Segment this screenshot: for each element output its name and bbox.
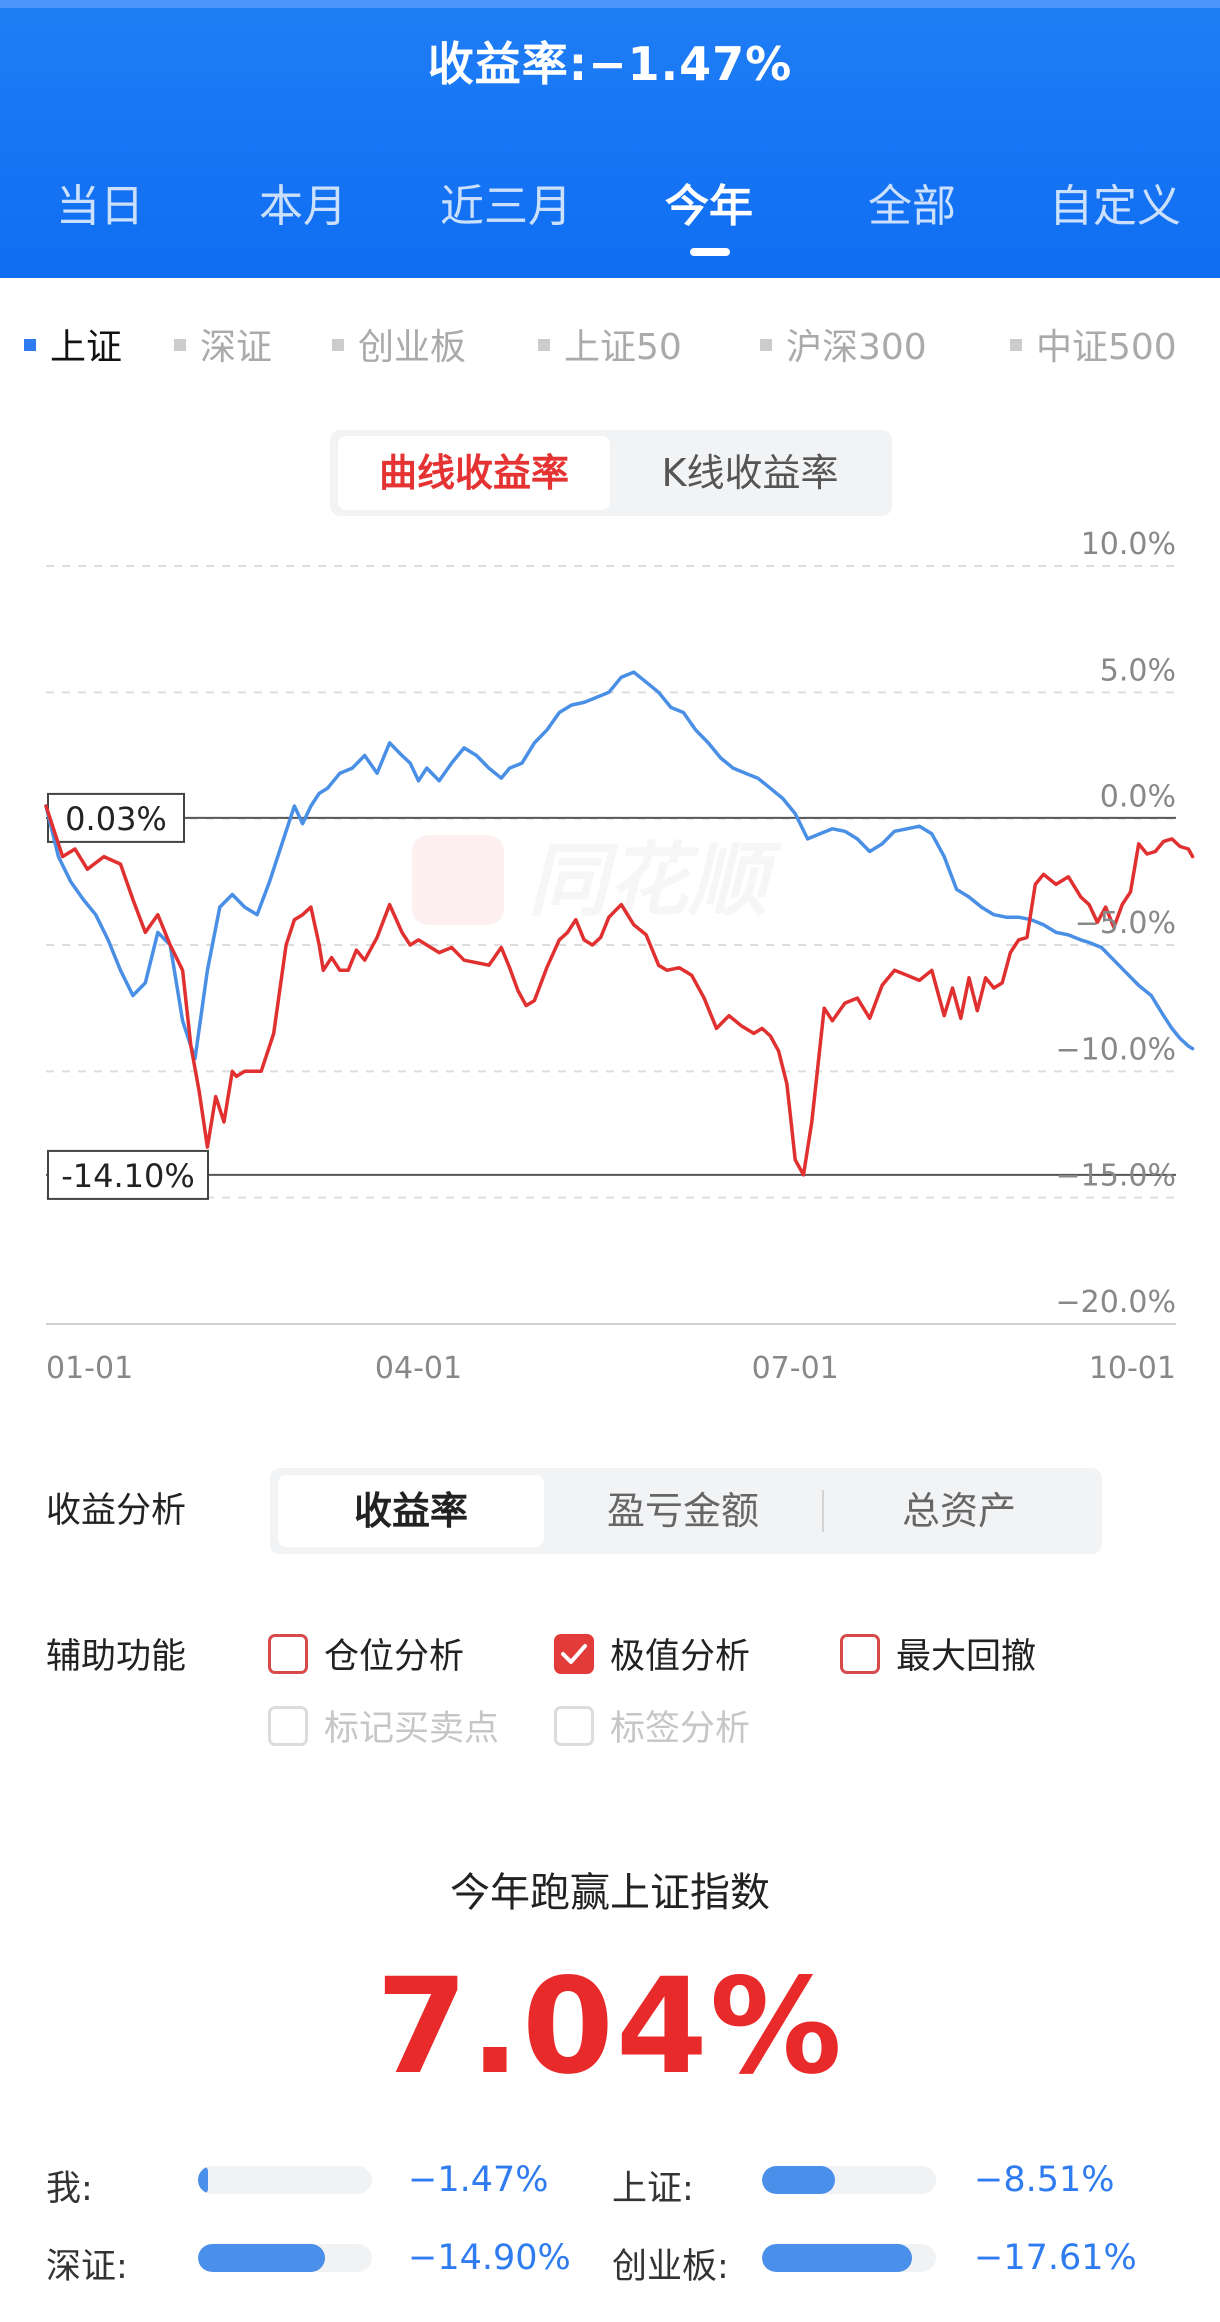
stat-bar-fill (198, 2244, 326, 2272)
tag-analysis-checkbox: 标签分析 (554, 1700, 750, 1751)
index-sse50[interactable]: 上证50 (538, 318, 682, 370)
watermark-logo-icon (412, 835, 504, 925)
outperform-value: 7.04% (376, 1950, 844, 2104)
index-label: 创业板 (358, 327, 467, 368)
series-line-index (44, 670, 1195, 1061)
checkbox-label: 标记买卖点 (324, 1709, 500, 1749)
x-tick-label: 01-01 (46, 1351, 133, 1386)
y-tick-label: −20.0% (1056, 1285, 1176, 1320)
stat-value-shenzhen: −14.90% (408, 2238, 571, 2278)
checkbox-label: 标签分析 (610, 1709, 751, 1749)
stat-label-me: 我: (46, 2169, 93, 2209)
stat-bar-shenzhen (198, 2244, 372, 2272)
outperform-title: 今年跑赢上证指数 (450, 1870, 770, 1916)
extreme-analysis-checkbox[interactable]: 极值分析 (554, 1628, 750, 1679)
checkbox-icon (554, 1706, 594, 1746)
x-tick-label: 04-01 (375, 1351, 462, 1386)
index-label: 深证 (200, 327, 273, 368)
extreme-marker-label: 0.03% (65, 800, 167, 838)
index-label: 上证50 (564, 327, 682, 368)
stat-value-shanghai: −8.51% (974, 2160, 1115, 2200)
legend-square-icon (1010, 339, 1022, 351)
tab-today[interactable]: 当日 (56, 181, 144, 232)
index-selector: 上证 深证 创业板 上证50 沪深300 中证500 (0, 318, 1220, 374)
index-label: 沪深300 (786, 327, 927, 368)
stat-label-chinext: 创业板: (612, 2247, 729, 2287)
curve-return-button[interactable]: 曲线收益率 (338, 436, 610, 510)
tab-all[interactable]: 全部 (868, 181, 956, 232)
page-title: 收益率:−1.47% (427, 37, 793, 91)
stat-bar-fill (198, 2166, 209, 2194)
x-tick-label: 07-01 (752, 1351, 839, 1386)
y-tick-label: 0.0% (1100, 780, 1176, 815)
index-csi500[interactable]: 中证500 (1010, 318, 1177, 370)
y-tick-label: −10.0% (1056, 1032, 1176, 1067)
x-tick-label: 10-01 (1089, 1351, 1176, 1386)
analysis-tabs: 收益率 盈亏金额 总资产 (270, 1468, 1102, 1554)
analysis-tab-assets[interactable]: 总资产 (901, 1489, 1016, 1533)
header-top-line (0, 0, 1220, 8)
legend-square-icon (174, 339, 186, 351)
extreme-marker-box (47, 792, 185, 843)
series-line-portfolio (44, 804, 1195, 1177)
y-tick-label: 5.0% (1100, 653, 1176, 688)
tab-three-months[interactable]: 近三月 (440, 181, 572, 232)
legend-square-icon (760, 339, 772, 351)
index-label: 中证500 (1036, 327, 1177, 368)
legend-square-icon (24, 339, 36, 351)
legend-square-icon (332, 339, 344, 351)
checkbox-icon (268, 1634, 308, 1674)
max-drawdown-checkbox[interactable]: 最大回撤 (840, 1628, 1036, 1679)
tab-this-year[interactable]: 今年 (665, 181, 753, 232)
index-shanghai[interactable]: 上证 (24, 318, 122, 370)
y-tick-label: −15.0% (1056, 1159, 1176, 1194)
y-tick-label: −5.0% (1075, 906, 1176, 941)
stat-bar-chinext (762, 2244, 936, 2272)
stat-value-chinext: −17.61% (974, 2238, 1137, 2278)
stat-bar-shanghai (762, 2166, 936, 2194)
tab-custom[interactable]: 自定义 (1049, 181, 1181, 232)
stat-bar-fill (762, 2166, 836, 2194)
checkbox-label: 仓位分析 (324, 1637, 465, 1677)
active-tab-indicator (690, 248, 730, 256)
tab-this-month[interactable]: 本月 (259, 181, 347, 232)
index-chinext[interactable]: 创业板 (332, 318, 466, 370)
index-csi300[interactable]: 沪深300 (760, 318, 927, 370)
return-chart: 同花顺 0.03% -14.10% 10.0% 5.0% 0.0% −5.0% −10.0… (44, 530, 1195, 1386)
header-bar: 收益率:−1.47% 当日 本月 近三月 今年 全部 自定义 (0, 0, 1220, 278)
stat-bar-fill (762, 2244, 912, 2272)
checkbox-icon (840, 1634, 880, 1674)
watermark: 同花顺 (412, 834, 782, 927)
checkbox-icon (268, 1706, 308, 1746)
index-label: 上证 (50, 327, 123, 368)
y-tick-label: 10.0% (1081, 530, 1176, 562)
analysis-tab-return[interactable]: 收益率 (278, 1475, 544, 1547)
checkbox-checked-icon (554, 1634, 594, 1674)
extreme-marker-label: -14.10% (61, 1157, 195, 1195)
aux-label: 辅助功能 (46, 1637, 187, 1677)
extreme-marker-box (47, 1149, 209, 1200)
legend-square-icon (538, 339, 550, 351)
tab-divider (822, 1490, 824, 1532)
position-analysis-checkbox[interactable]: 仓位分析 (268, 1628, 464, 1679)
stat-label-shanghai: 上证: (612, 2169, 694, 2209)
checkbox-label: 最大回撤 (896, 1637, 1037, 1677)
stat-label-shenzhen: 深证: (46, 2247, 128, 2287)
index-shenzhen[interactable]: 深证 (174, 318, 272, 370)
period-tabs: 当日 本月 近三月 今年 全部 自定义 (0, 170, 1220, 240)
watermark-text: 同花顺 (528, 834, 782, 927)
mark-trades-checkbox: 标记买卖点 (268, 1700, 499, 1751)
chart-mode-toggle: 曲线收益率 K线收益率 (330, 430, 892, 516)
stat-value-me: −1.47% (408, 2160, 549, 2200)
kline-return-button[interactable]: K线收益率 (661, 451, 839, 495)
stat-bar-me (198, 2166, 372, 2194)
analysis-label: 收益分析 (46, 1491, 187, 1531)
checkbox-label: 极值分析 (610, 1637, 751, 1677)
analysis-tab-profit[interactable]: 盈亏金额 (606, 1489, 759, 1533)
